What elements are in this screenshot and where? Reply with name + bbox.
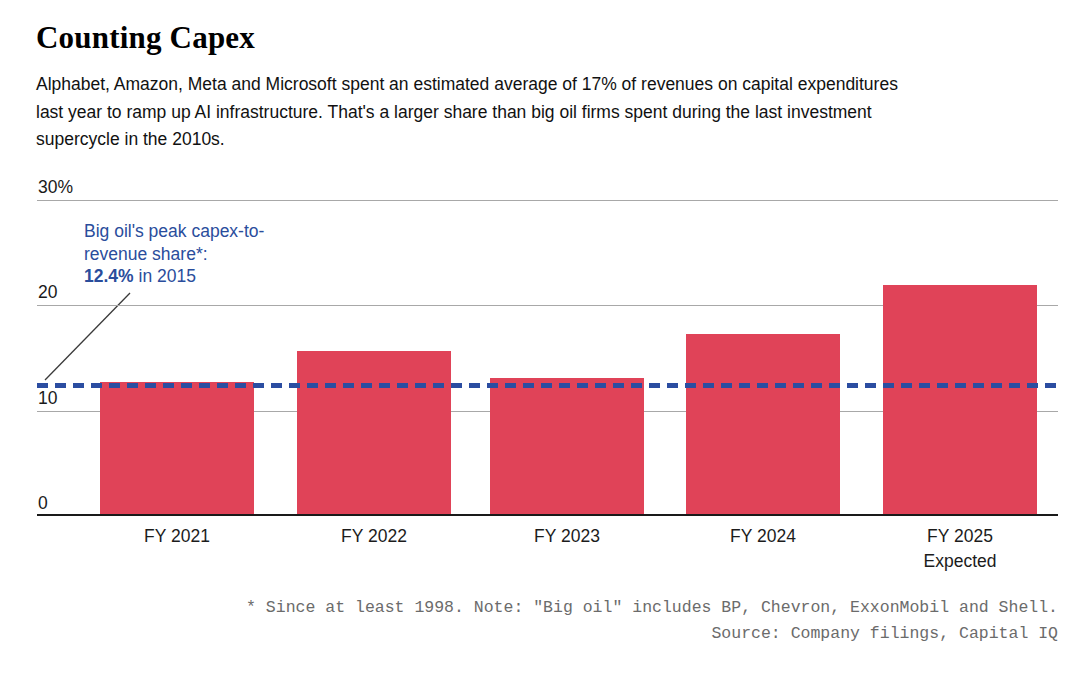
bar-fy-2022 [297, 351, 451, 514]
x-axis-label: FY 2022 [289, 524, 459, 549]
bar-fy-2025 [883, 285, 1037, 514]
annotation-year: in 2015 [134, 266, 196, 286]
annotation-line: 12.4% in 2015 [84, 265, 264, 288]
annotation-value: 12.4% [84, 266, 134, 286]
x-axis-category: FY 2025Expected [875, 524, 1045, 574]
footnote-source: Source: Company filings, Capital IQ [246, 621, 1058, 647]
gridline-30 [37, 200, 1058, 201]
chart-page: Counting Capex Alphabet, Amazon, Meta an… [0, 0, 1080, 678]
page-title: Counting Capex [36, 20, 255, 56]
subtitle-line: last year to ramp up AI infrastructure. … [36, 99, 1066, 127]
footnote-note: * Since at least 1998. Note: "Big oil" i… [246, 595, 1058, 621]
subtitle-line: Alphabet, Amazon, Meta and Microsoft spe… [36, 71, 1066, 99]
x-axis-category: FY 2023 [482, 524, 652, 549]
x-axis-baseline [37, 514, 1058, 516]
x-axis-label: FY 2024 [678, 524, 848, 549]
bar-fy-2023 [490, 378, 644, 514]
subtitle-line: supercycle in the 2010s. [36, 126, 1066, 154]
annotation-line: revenue share*: [84, 243, 264, 266]
x-axis-category: FY 2022 [289, 524, 459, 549]
reference-annotation: Big oil's peak capex-to- revenue share*:… [84, 220, 264, 288]
x-axis-label: FY 2021 [92, 524, 262, 549]
x-axis-sublabel: Expected [875, 549, 1045, 574]
x-axis-category: FY 2024 [678, 524, 848, 549]
reference-dashed-line [37, 383, 1058, 388]
x-axis-category: FY 2021 [92, 524, 262, 549]
annotation-line: Big oil's peak capex-to- [84, 220, 264, 243]
bar-fy-2021 [100, 382, 254, 514]
y-axis-tick-label: 20 [38, 281, 57, 303]
y-axis-tick-label: 0 [38, 492, 48, 514]
bar-fy-2024 [686, 334, 840, 514]
chart-footnote: * Since at least 1998. Note: "Big oil" i… [246, 595, 1058, 647]
chart-subtitle: Alphabet, Amazon, Meta and Microsoft spe… [36, 71, 1066, 154]
y-axis-tick-label: 10 [38, 387, 57, 409]
x-axis-label: FY 2025 [875, 524, 1045, 549]
x-axis-label: FY 2023 [482, 524, 652, 549]
y-axis-tick-label: 30% [38, 176, 73, 198]
bar-chart-plot-area: Big oil's peak capex-to- revenue share*:… [37, 200, 1058, 516]
